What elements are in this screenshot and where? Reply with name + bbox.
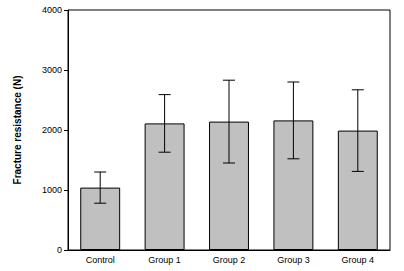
svg-text:Group 1: Group 1 [148, 255, 181, 265]
svg-text:1000: 1000 [42, 185, 62, 195]
svg-text:Group 2: Group 2 [213, 255, 246, 265]
svg-text:Fracture resistance (N): Fracture resistance (N) [12, 76, 23, 185]
svg-text:Control: Control [86, 255, 115, 265]
svg-text:Group 3: Group 3 [277, 255, 310, 265]
svg-text:4000: 4000 [42, 5, 62, 15]
svg-text:Group 4: Group 4 [342, 255, 375, 265]
svg-text:3000: 3000 [42, 65, 62, 75]
svg-text:0: 0 [57, 245, 62, 255]
svg-text:2000: 2000 [42, 125, 62, 135]
